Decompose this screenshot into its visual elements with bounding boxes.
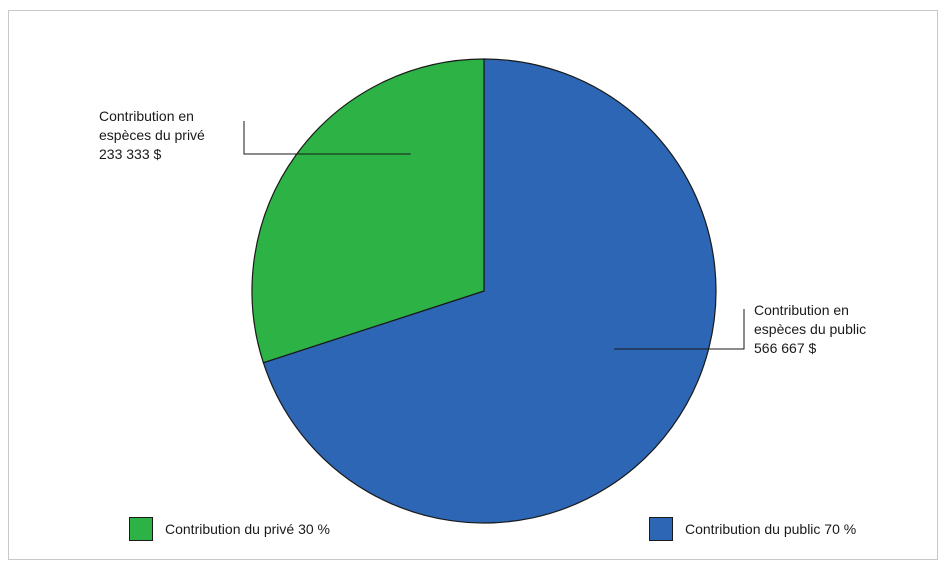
callout-public: Contribution en espèces du public 566 66…	[754, 301, 866, 358]
callout-public-line-2: espèces du public	[754, 321, 867, 337]
callout-private-line-2: espèces du privé	[99, 127, 205, 143]
legend-item-private: Contribution du privé 30 %	[129, 517, 330, 541]
legend-label-private: Contribution du privé 30 %	[165, 521, 330, 537]
callout-public-value: 566 667 $	[754, 340, 817, 356]
callout-public-line-1: Contribution en	[754, 302, 849, 318]
callout-private: Contribution en espèces du privé 233 333…	[99, 107, 205, 164]
chart-frame: Contribution en espèces du privé 233 333…	[8, 10, 938, 560]
pie-chart	[243, 58, 745, 524]
pie-slice-private	[251, 58, 485, 364]
leader-line-private	[243, 121, 411, 155]
leader-line-public	[614, 309, 745, 350]
pie-slice-public	[262, 58, 717, 524]
legend-item-public: Contribution du public 70 %	[649, 517, 856, 541]
callout-private-line-1: Contribution en	[99, 108, 194, 124]
legend-swatch-private	[129, 517, 153, 541]
callout-private-value: 233 333 $	[99, 146, 162, 162]
legend-swatch-public	[649, 517, 673, 541]
legend-label-public: Contribution du public 70 %	[685, 521, 857, 537]
